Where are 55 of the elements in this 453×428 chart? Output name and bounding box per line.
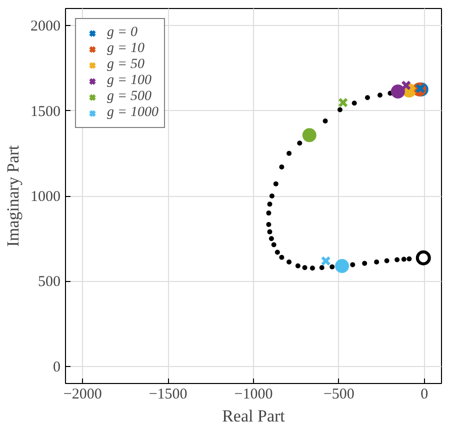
point — [268, 236, 274, 242]
point — [269, 194, 274, 198]
point — [338, 98, 348, 108]
legend-label: g = 10 — [107, 41, 144, 57]
point — [274, 250, 280, 255]
point — [279, 254, 284, 260]
point — [319, 265, 324, 270]
point — [350, 262, 356, 268]
y-tick-label: 1500 — [30, 104, 60, 120]
point — [384, 258, 390, 264]
x-tick-label: −1000 — [234, 386, 273, 402]
x-tick-label: 0 — [420, 386, 428, 402]
y-tick-label: 1000 — [30, 189, 60, 205]
point — [416, 250, 431, 266]
point — [279, 164, 284, 170]
point — [273, 181, 278, 186]
point — [330, 264, 335, 270]
legend-label: g = 100 — [107, 73, 152, 89]
y-tick-label: 0 — [53, 359, 60, 376]
point — [377, 92, 382, 98]
point — [337, 107, 342, 112]
point — [302, 265, 308, 270]
point — [271, 242, 276, 248]
x-tick-label: −1500 — [148, 386, 188, 402]
point — [374, 259, 380, 264]
point — [286, 150, 292, 156]
legend-label: g = 0 — [107, 25, 138, 41]
point — [406, 256, 412, 262]
point — [401, 256, 406, 262]
y-tick-label: 500 — [38, 274, 60, 290]
x-axis-title: Real Part — [222, 406, 286, 426]
point — [266, 222, 272, 227]
point — [335, 259, 350, 274]
legend-label: g = 1000 — [107, 105, 158, 121]
point — [390, 84, 405, 98]
point — [297, 140, 302, 146]
point — [352, 100, 357, 106]
point — [362, 260, 368, 266]
point — [286, 259, 292, 264]
point — [322, 118, 328, 124]
x-tick-label: −500 — [323, 386, 354, 402]
y-axis-title: Imaginary Part — [4, 144, 22, 247]
point — [266, 210, 272, 216]
point — [310, 266, 315, 271]
point — [267, 202, 272, 207]
y-tick-label: 2000 — [30, 18, 60, 35]
legend-label: g = 50 — [107, 57, 144, 73]
point — [302, 128, 316, 142]
point — [364, 95, 370, 100]
point — [394, 257, 400, 262]
point — [267, 229, 272, 234]
legend-label: g = 500 — [107, 89, 152, 105]
x-tick-label: −2000 — [63, 386, 102, 402]
point — [320, 256, 331, 266]
point — [295, 263, 300, 268]
